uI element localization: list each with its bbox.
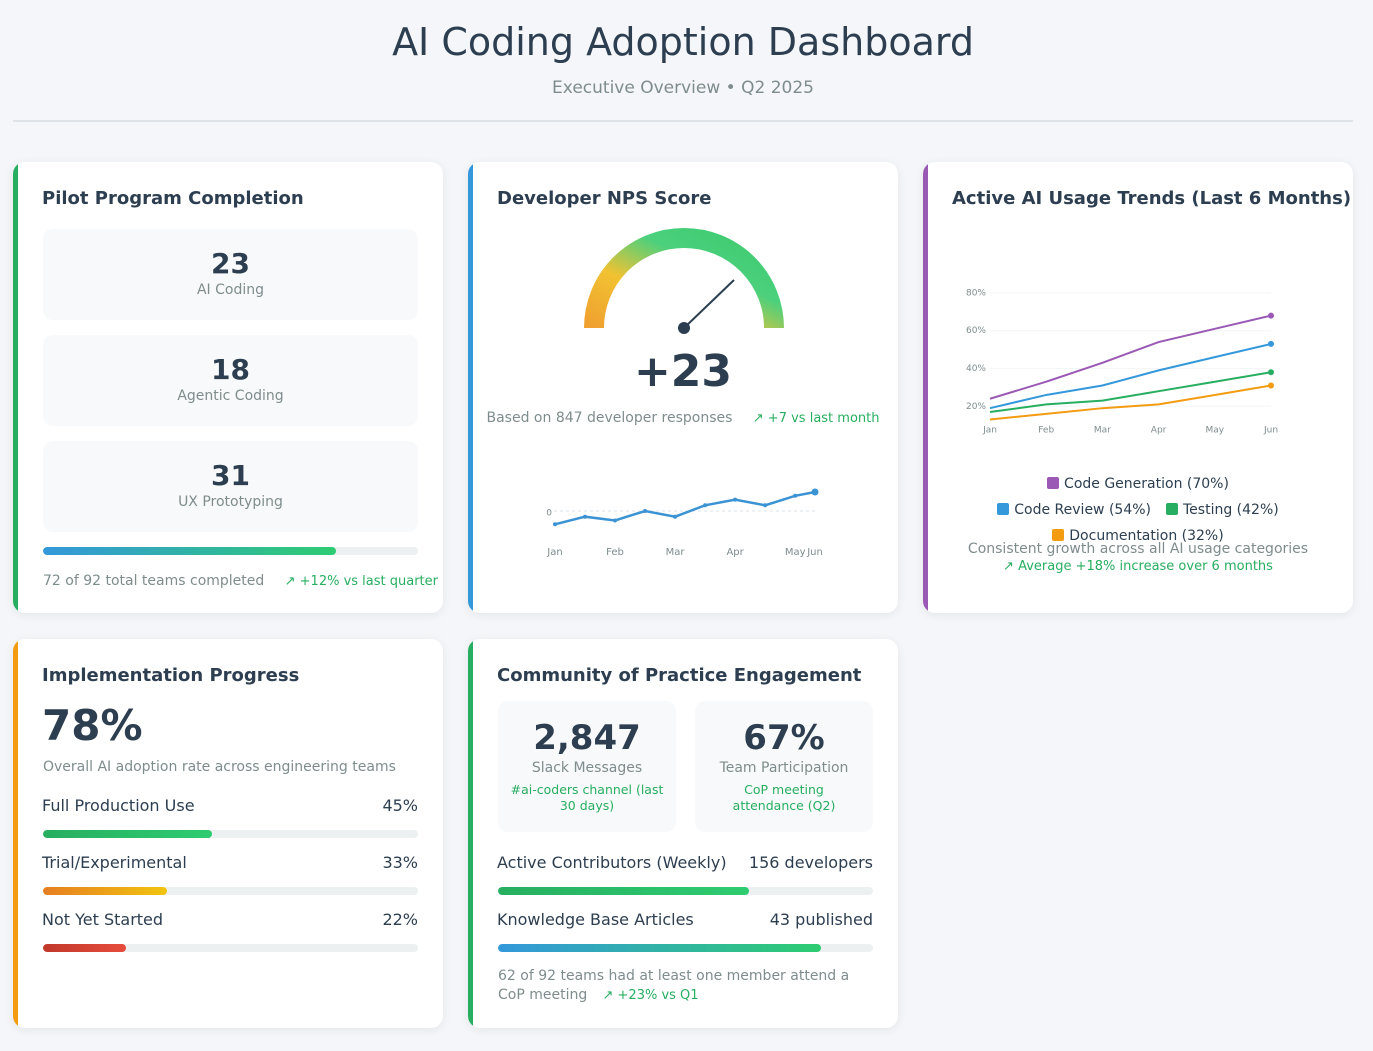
legend-item: Code Generation (70%) [1047, 476, 1229, 492]
trend: ↗ Average +18% increase over 6 months [1003, 559, 1273, 574]
progress-fill [43, 887, 167, 895]
row-value: 33% [382, 853, 418, 872]
legend-label: Code Review (54%) [1014, 502, 1151, 518]
card-title: Developer NPS Score [497, 188, 712, 209]
row-label: Not Yet Started [42, 910, 164, 929]
row-value: 43 published [769, 910, 873, 929]
card-title: Pilot Program Completion [42, 188, 304, 209]
legend: Code Generation (70%) Code Review (54%) Te… [968, 476, 1308, 544]
legend-swatch [997, 503, 1010, 515]
stat-label: Slack Messages [531, 760, 643, 776]
progress-track [43, 944, 418, 952]
footnote: Based on 847 developer responses [486, 410, 733, 426]
title: AI Coding Adoption Dashboard [392, 20, 974, 64]
row-label: Full Production Use [42, 796, 195, 815]
gauge-needle [683, 279, 735, 329]
pilot-card: Pilot Program Completion 23 AI Coding 18 A… [13, 162, 443, 613]
caption: Overall AI adoption rate across engineer… [43, 759, 396, 775]
progress-track [43, 547, 418, 555]
stat-note: CoP meeting attendance (Q2) [732, 782, 836, 813]
legend-label: Documentation (32%) [1069, 528, 1224, 544]
trend: ↗ +23% vs Q1 [602, 988, 699, 1003]
nps-score: +23 [633, 346, 733, 397]
headline: 78% [42, 701, 143, 750]
stat-box: 67% Team Participation CoP meeting attenda… [695, 701, 873, 832]
metric-label: AI Coding [196, 282, 265, 298]
metric-value: 18 [211, 353, 250, 386]
trend: ↗ +7 vs last month [752, 411, 880, 426]
progress-row: Trial/Experimental 33% [42, 853, 418, 872]
metric-box: 23 AI Coding [43, 229, 418, 320]
card-title: Implementation Progress [42, 665, 300, 686]
stat-note: #ai-coders channel (last 30 days) [510, 782, 664, 813]
card-title: Community of Practice Engagement [497, 665, 862, 686]
progress-fill [43, 944, 126, 952]
metric-value: 31 [211, 459, 250, 492]
metric-box: 31 UX Prototyping [43, 441, 418, 532]
row-label: Knowledge Base Articles [497, 910, 694, 929]
progress-fill [498, 944, 821, 952]
legend-item: Documentation (32%) [1052, 528, 1224, 544]
stat-label: Team Participation [719, 760, 849, 776]
legend-swatch [1052, 529, 1065, 541]
row-value: 156 developers [748, 853, 873, 872]
footnote: 72 of 92 total teams completed [43, 573, 265, 589]
gauge-arc [584, 228, 784, 329]
row-value: 22% [382, 910, 418, 929]
progress-row: Not Yet Started 22% [42, 910, 418, 929]
community-card: Community of Practice Engagement 2,847 Sl… [468, 639, 898, 1028]
legend-label: Testing (42%) [1183, 502, 1279, 518]
caption: Consistent growth across all AI usage ca… [967, 541, 1309, 557]
subtitle: Executive Overview • Q2 2025 [552, 78, 814, 98]
row-label: Trial/Experimental [42, 853, 187, 872]
row-label: Active Contributors (Weekly) [497, 853, 727, 872]
stat-box: 2,847 Slack Messages #ai-coders channel (l… [498, 701, 676, 832]
card-title: Active AI Usage Trends (Last 6 Months) [952, 188, 1352, 209]
progress-row: Active Contributors (Weekly) 156 develope… [497, 853, 873, 872]
trend: ↗ +12% vs last quarter [284, 574, 438, 589]
gauge-hub [678, 322, 690, 334]
stat-value: 2,847 [533, 718, 641, 758]
legend-item: Code Review (54%) [997, 502, 1151, 518]
metric-box: 18 Agentic Coding [43, 335, 418, 426]
legend-label: Code Generation (70%) [1064, 476, 1229, 492]
metric-label: UX Prototyping [178, 494, 283, 510]
progress-row: Full Production Use 45% [42, 796, 418, 815]
implementation-card: Implementation Progress 78% Overall AI a… [13, 639, 443, 1028]
trends-card: Active AI Usage Trends (Last 6 Months) C… [923, 162, 1353, 613]
stat-value: 67% [743, 718, 825, 758]
nps-card: Developer NPS Score +23 Based on 847 dev… [468, 162, 898, 613]
metric-label: Agentic Coding [177, 388, 284, 404]
progress-track [43, 887, 418, 895]
legend-swatch [1166, 503, 1178, 515]
progress-track [498, 887, 873, 895]
progress-fill [43, 547, 336, 555]
legend-item: Testing (42%) [1166, 502, 1279, 518]
progress-row: Knowledge Base Articles 43 published [497, 910, 873, 929]
progress-fill [43, 830, 212, 838]
metric-value: 23 [211, 247, 250, 280]
gauge [584, 228, 784, 334]
progress-track [498, 944, 873, 952]
footnote: 62 of 92 teams had at least one member a… [498, 968, 850, 1003]
row-value: 45% [382, 796, 418, 815]
divider [13, 120, 1353, 122]
legend-swatch [1047, 477, 1060, 489]
progress-track [43, 830, 418, 838]
progress-fill [498, 887, 750, 895]
